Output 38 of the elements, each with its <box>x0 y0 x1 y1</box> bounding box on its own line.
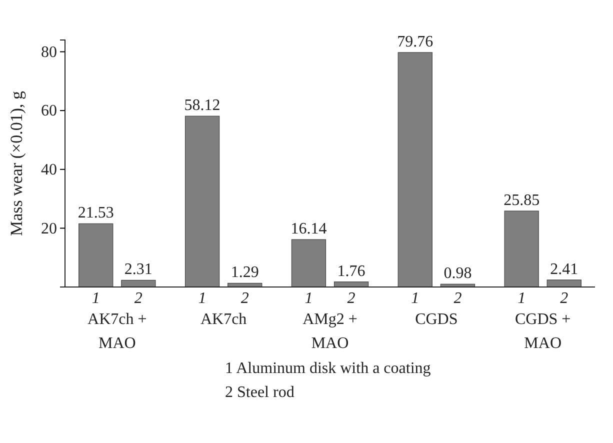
text: 1 <box>518 290 526 307</box>
data-label: 2.41 <box>550 260 578 278</box>
data-label: 0.98 <box>444 265 472 282</box>
x-tick-label: CGDS <box>415 311 458 328</box>
text: 2 <box>454 290 462 307</box>
x-tick-label: AK7ch <box>200 311 247 328</box>
text: 1 <box>411 290 420 307</box>
series-label: 1 <box>92 290 100 307</box>
series-label: 2 <box>134 290 142 307</box>
bar <box>78 223 114 288</box>
data-label: 2.31 <box>124 261 152 278</box>
data-label: 25.85 <box>504 192 540 209</box>
text: 1 <box>304 290 313 307</box>
text: 2 <box>240 290 249 307</box>
bar <box>546 280 582 288</box>
data-label: 79.76 <box>397 33 434 50</box>
y-axis-title: Mass wear (×0.01), g <box>7 90 26 236</box>
x-tick-label: AMg2 + MAO <box>302 311 358 352</box>
text: 1 Aluminum disk with a coating <box>225 360 431 377</box>
bar <box>504 210 539 288</box>
text: 2 <box>347 290 356 307</box>
y-tick-label: 20 <box>41 220 57 238</box>
data-label: 58.12 <box>184 97 220 114</box>
bar <box>184 116 220 288</box>
data-label: 16.14 <box>290 220 327 238</box>
bar <box>291 239 326 288</box>
text: 2 Steel rod <box>225 384 294 401</box>
data-label: 1.76 <box>337 262 366 280</box>
x-tick-label: AK7ch + MAO <box>88 311 147 352</box>
y-tick-label: 40 <box>41 162 57 178</box>
text: 1 <box>198 290 206 307</box>
bar <box>398 52 432 288</box>
x-tick-label: CGDS + MAO <box>515 311 571 352</box>
y-tick-label: 80 <box>41 44 57 61</box>
data-label: 1.29 <box>230 264 259 282</box>
text: 2 <box>560 290 568 307</box>
data-label: 21.53 <box>78 204 114 222</box>
y-tick-label: 60 <box>41 102 57 120</box>
